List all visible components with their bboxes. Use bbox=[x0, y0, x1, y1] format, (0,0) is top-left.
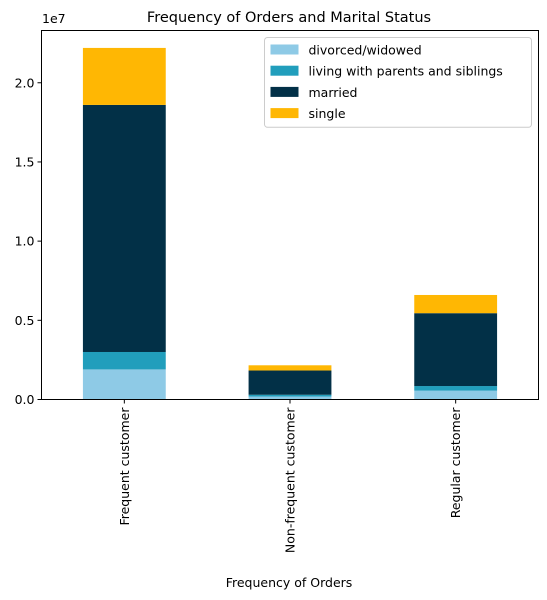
x-tick-label: Non-frequent customer bbox=[283, 407, 298, 553]
chart-title: Frequency of Orders and Marital Status bbox=[147, 10, 431, 26]
bar-segment-3-category-2 bbox=[248, 370, 332, 395]
bar-segment-1-category-2 bbox=[248, 396, 332, 400]
bar-segment-3-category-1 bbox=[82, 104, 166, 352]
y-tick-label: 0.5 bbox=[15, 313, 35, 328]
y-tick-label: 1.5 bbox=[15, 154, 35, 169]
bar-segment-1-category-1 bbox=[82, 369, 166, 400]
legend-swatch bbox=[270, 86, 299, 97]
bar-segment-3-category-3 bbox=[414, 313, 498, 387]
legend-label: single bbox=[309, 106, 346, 121]
y-tick-label: 1.0 bbox=[15, 234, 35, 249]
legend-box bbox=[264, 37, 532, 128]
legend: divorced/widowed living with parents and … bbox=[264, 37, 532, 128]
legend-label: living with parents and siblings bbox=[309, 64, 503, 79]
legend-label: divorced/widowed bbox=[309, 43, 422, 58]
legend-swatch bbox=[270, 65, 299, 76]
y-tick-label: 2.0 bbox=[15, 75, 35, 90]
x-tick-label: Frequent customer bbox=[117, 407, 132, 526]
y-offset-label: 1e7 bbox=[42, 11, 66, 26]
y-axis: 0.0 0.5 1.0 1.5 2.0 bbox=[15, 75, 42, 407]
bar-segment-1-category-3 bbox=[414, 390, 498, 400]
bar-segment-2-category-1 bbox=[82, 351, 166, 370]
x-axis: Frequent customer Non-frequent customer Re… bbox=[117, 399, 463, 553]
plot-frame bbox=[41, 30, 539, 400]
legend-swatch bbox=[270, 108, 299, 119]
x-tick-label: Regular customer bbox=[448, 407, 463, 519]
bar-segment-4-category-2 bbox=[248, 365, 332, 371]
bars-group bbox=[82, 47, 498, 400]
bar-segment-4-category-1 bbox=[82, 47, 166, 105]
legend-label: married bbox=[309, 85, 358, 100]
x-axis-label: Frequency of Orders bbox=[226, 575, 353, 590]
bar-segment-4-category-3 bbox=[414, 294, 498, 314]
y-tick-label: 0.0 bbox=[15, 392, 35, 407]
legend-swatch bbox=[270, 44, 299, 55]
bar-segment-2-category-2 bbox=[248, 394, 332, 397]
bar-segment-2-category-3 bbox=[414, 386, 498, 391]
